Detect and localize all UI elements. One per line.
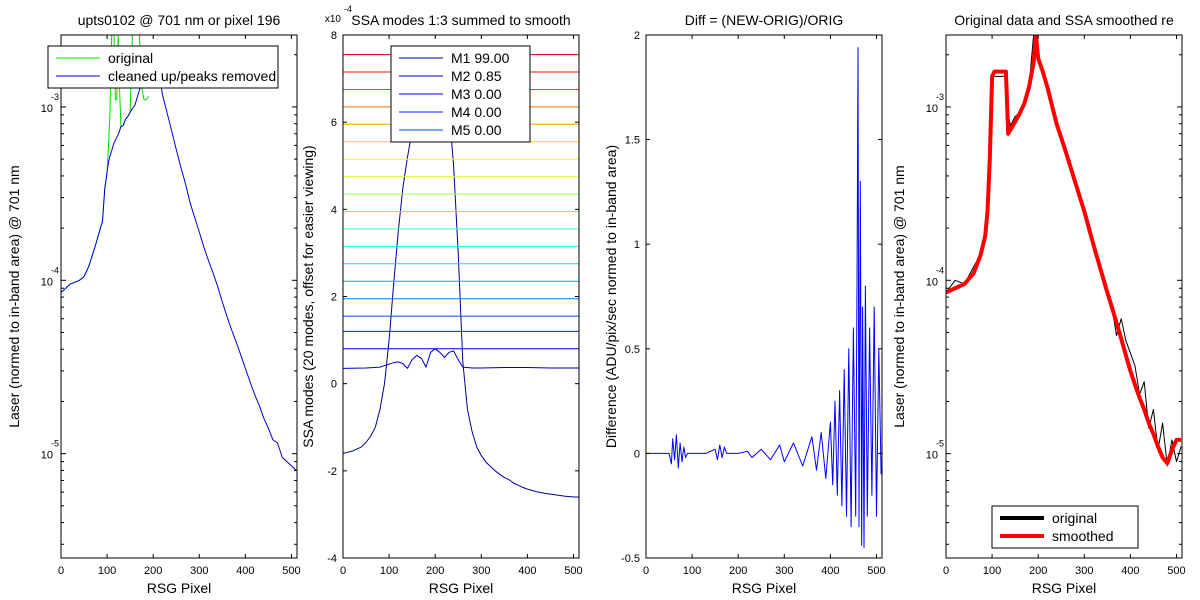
y-tick-label: 4 (331, 204, 337, 216)
chart-title: Diff = (NEW-ORIG)/ORIG (685, 12, 844, 28)
legend-label: M5 0.00 (451, 122, 502, 138)
y-axis-label: Laser (normed to in-band area) @ 701 nm (6, 165, 22, 427)
y-tick-label: 1.5 (625, 135, 640, 147)
x-tick-label: 200 (144, 565, 162, 577)
y-tick-label-base: 10 (41, 276, 53, 288)
legend-1: original cleaned up/peaks removed (47, 45, 279, 89)
x-axis-label: RSG Pixel (1032, 580, 1097, 596)
chart-title: SSA modes 1:3 summed to smooth (351, 12, 570, 28)
series-line-M1 (343, 65, 579, 498)
y-tick-label-base: 10 (41, 450, 53, 462)
y-tick-label: -2 (327, 466, 337, 478)
x-tick-label: 100 (98, 565, 116, 577)
x-tick-label: 200 (426, 565, 444, 577)
plot-area (61, 35, 297, 558)
x-axis-label: RSG Pixel (732, 580, 797, 596)
y-tick-label-exp: -5 (51, 439, 59, 449)
y-tick-label-base: 10 (926, 276, 938, 288)
series-line-mode-1 (646, 47, 882, 548)
x-tick-label: 200 (1029, 565, 1047, 577)
plot-area (946, 35, 1182, 558)
chart-title: upts0102 @ 701 nm or pixel 196 (78, 12, 281, 28)
y-tick-label-base: 10 (926, 450, 938, 462)
y-tick-label-base: 10 (926, 103, 938, 115)
y-tick-label: 2 (634, 30, 640, 42)
legend-label: original (108, 50, 153, 66)
legend-label: M1 99.00 (451, 50, 510, 66)
y-axis-label: Laser (normed to in-band area) @ 701 nm (891, 165, 907, 427)
y-tick-label: 0.5 (625, 344, 640, 356)
y-tick-label: 0 (331, 379, 337, 391)
legend-label: M3 0.00 (451, 86, 502, 102)
series-group (946, 35, 1182, 467)
y-axis-label: SSA modes (20 modes, offset for easier v… (300, 145, 316, 447)
legend-box (991, 505, 1139, 549)
series-line-smoothed (946, 35, 1182, 466)
chart-title: Original data and SSA smoothed re (954, 12, 1174, 28)
legend-4: original smoothed (991, 505, 1139, 549)
plot-frame (60, 34, 298, 559)
legend-box (47, 45, 279, 89)
legend-2: M1 99.00 M2 0.85 M3 0.00 M4 0.00 M5 0.00 (390, 45, 531, 143)
x-tick-label: 300 (190, 565, 208, 577)
x-tick-label: 0 (58, 565, 64, 577)
x-tick-label: 200 (729, 565, 747, 577)
y-tick-label: -4 (327, 553, 337, 565)
x-tick-label: 0 (340, 565, 346, 577)
legend-label: smoothed (1052, 528, 1113, 544)
x-tick-label: 0 (643, 565, 649, 577)
series-group (646, 47, 882, 548)
y-axis-label: Difference (ADU/pix/sec normed to in-ban… (603, 145, 619, 448)
x-tick-label: 500 (282, 565, 300, 577)
y-tick-label-base: 10 (41, 103, 53, 115)
x-tick-label: 400 (1121, 565, 1139, 577)
legend-label: cleaned up/peaks removed (108, 68, 276, 84)
x-tick-label: 100 (983, 565, 1001, 577)
y-multiplier-exp: -4 (344, 4, 352, 14)
y-tick-label: -0.5 (621, 553, 640, 565)
plot-frame (945, 34, 1183, 559)
y-tick-label-exp: -4 (51, 265, 59, 275)
y-tick-label: 2 (331, 292, 337, 304)
y-multiplier-base: x10 (325, 14, 342, 25)
plot-frame (645, 34, 883, 559)
x-tick-label: 400 (518, 565, 536, 577)
y-tick-label: 1 (634, 239, 640, 251)
x-tick-label: 100 (380, 565, 398, 577)
x-tick-label: 500 (867, 565, 885, 577)
y-tick-label-exp: -3 (936, 92, 944, 102)
y-tick-label-exp: -3 (51, 92, 59, 102)
x-tick-label: 400 (821, 565, 839, 577)
x-tick-label: 300 (775, 565, 793, 577)
x-tick-label: 300 (472, 565, 490, 577)
y-tick-label-exp: -5 (936, 439, 944, 449)
x-tick-label: 500 (564, 565, 582, 577)
x-tick-label: 0 (943, 565, 949, 577)
y-tick-label: 6 (331, 117, 337, 129)
y-tick-label: 8 (331, 30, 337, 42)
y-tick-label: 0 (634, 448, 640, 460)
y-tick-label-exp: -4 (936, 265, 944, 275)
x-axis-label: RSG Pixel (147, 580, 212, 596)
legend-label: original (1052, 510, 1097, 526)
x-axis-label: RSG Pixel (429, 580, 494, 596)
x-tick-label: 500 (1167, 565, 1185, 577)
x-tick-label: 400 (236, 565, 254, 577)
x-tick-label: 100 (683, 565, 701, 577)
legend-label: M2 0.85 (451, 68, 502, 84)
x-tick-label: 300 (1075, 565, 1093, 577)
legend-label: M4 0.00 (451, 104, 502, 120)
